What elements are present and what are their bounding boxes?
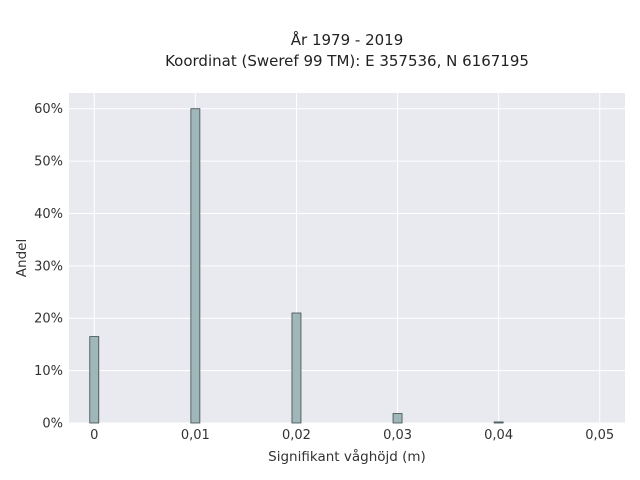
y-tick-label: 30% xyxy=(34,259,63,274)
y-tick-label: 10% xyxy=(34,364,63,379)
bar xyxy=(493,421,504,424)
x-axis-ticks: 0 0,01 0,02 0,03 0,04 0,05 xyxy=(90,428,614,443)
x-tick-label: 0,03 xyxy=(383,428,412,443)
grid-lines xyxy=(69,93,625,424)
x-axis-label: Signifikant våghöjd (m) xyxy=(268,448,426,465)
bar xyxy=(291,312,302,424)
x-tick-label: 0,01 xyxy=(181,428,210,443)
y-axis-ticks: 0% 10% 20% 30% 40% 50% 60% xyxy=(34,102,63,431)
y-tick-label: 40% xyxy=(34,207,63,222)
bar xyxy=(190,108,201,424)
y-tick-label: 0% xyxy=(42,417,63,432)
bars xyxy=(89,108,504,424)
bar xyxy=(392,413,403,424)
y-tick-label: 20% xyxy=(34,312,63,327)
bar xyxy=(89,336,100,424)
y-tick-label: 60% xyxy=(34,102,63,117)
y-tick-label: 50% xyxy=(34,155,63,170)
x-tick-label: 0 xyxy=(90,428,98,443)
x-tick-label: 0,04 xyxy=(484,428,513,443)
x-tick-label: 0,02 xyxy=(282,428,311,443)
chart-title-line-2: Koordinat (Sweref 99 TM): E 357536, N 61… xyxy=(165,52,529,70)
y-axis-label: Andel xyxy=(14,239,30,277)
plot-area xyxy=(69,93,625,423)
chart-title-line-1: År 1979 - 2019 xyxy=(291,30,404,49)
x-tick-label: 0,05 xyxy=(585,428,614,443)
